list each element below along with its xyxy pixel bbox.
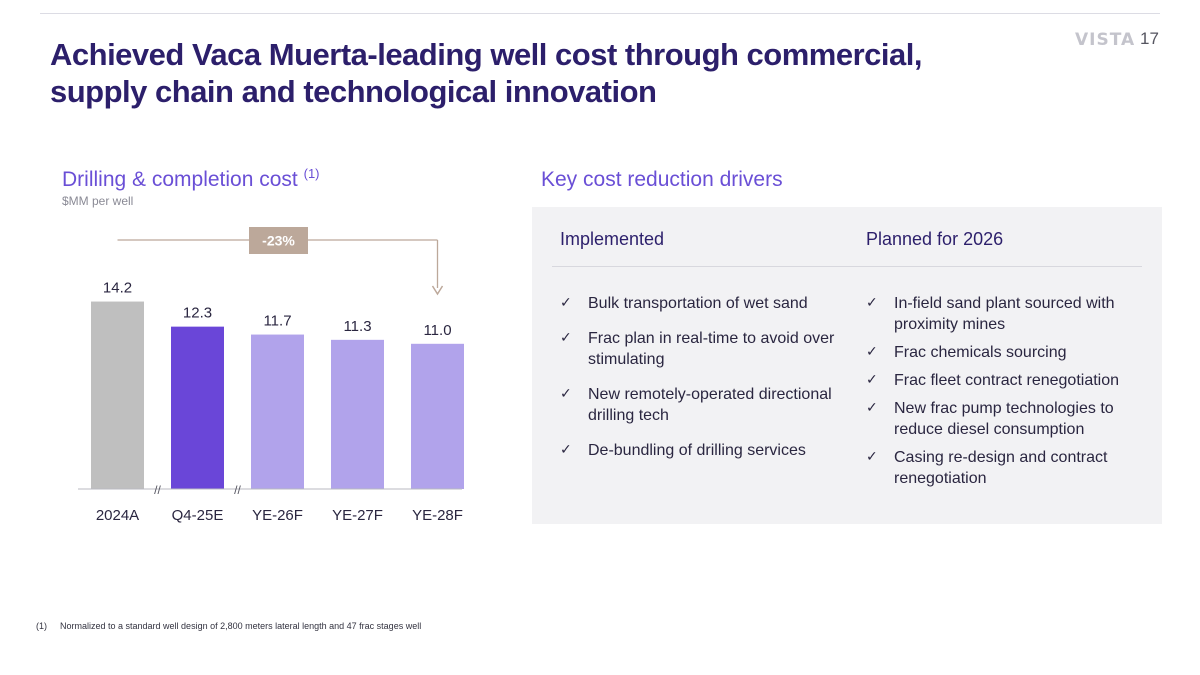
list-item-text: Frac fleet contract renegotiation [894,372,1120,389]
checkmark-icon: ✓ [866,400,878,416]
arrow-down-icon [431,285,444,296]
list-item: ✓ Frac chemicals sourcing [866,342,1146,363]
checkmark-icon: ✓ [560,386,572,402]
axis-break-mark: // [154,483,161,497]
implemented-list: ✓ Bulk transportation of wet sand ✓ Frac p… [560,293,840,461]
list-item-text: Bulk transportation of wet sand [588,295,808,312]
list-item: ✓ Bulk transportation of wet sand [560,293,840,314]
footnote-mark: (1) [36,621,47,631]
bar-ye-28f [411,343,464,489]
list-item-text: New frac pump technologies to reduce die… [894,400,1114,438]
planned-list: ✓ In-field sand plant sourced with proxim… [866,293,1146,489]
category-label: YE-26F [252,507,303,524]
chart-heading-footnote-ref: (1) [303,166,320,181]
list-item-text: New remotely-operated directional drilli… [588,386,832,424]
category-label: 2024A [96,507,139,524]
checkmark-icon: ✓ [560,442,572,458]
list-item: ✓ Frac plan in real-time to avoid over st… [560,328,840,370]
data-label: 11.0 [423,322,451,339]
list-item-text: Frac plan in real-time to avoid over sti… [588,330,835,368]
brand-logo: VISTA [1075,30,1136,50]
panel-divider [552,266,1142,267]
list-item-text: De-bundling of drilling services [588,442,806,459]
annotation-label: -23% [262,233,295,249]
list-item: ✓ New frac pump technologies to reduce di… [866,398,1146,440]
slide-title: Achieved Vaca Muerta-leading well cost t… [50,37,922,109]
list-item-text: Frac chemicals sourcing [894,344,1067,361]
list-item-text: Casing re-design and contract renegotiat… [894,449,1108,487]
list-item: ✓ Casing re-design and contract renegotia… [866,447,1146,489]
bar-ye-26f [251,334,304,489]
chart-heading-text: Drilling & completion cost [62,168,298,191]
list-item: ✓ De-bundling of drilling services [560,440,840,461]
page-number: 17 [1140,29,1159,48]
footnote: (1) Normalized to a standard well design … [36,621,421,631]
category-label: Q4-25E [172,507,224,524]
checkmark-icon: ✓ [866,449,878,465]
drivers-heading: Key cost reduction drivers [541,168,783,191]
bar-ye-27f [331,339,384,489]
checkmark-icon: ✓ [560,295,572,311]
annotation-badge [249,227,308,254]
cost-bar-chart: 14.2 2024A 12.3 Q4-25E 11.7 YE-26F 11.3 YE-27F 1… [78,227,464,524]
checkmark-icon: ✓ [866,372,878,388]
footnote-text: Normalized to a standard well design of … [60,621,422,631]
implemented-heading: Implemented [560,229,665,249]
checkmark-icon: ✓ [560,330,572,346]
data-label: 12.3 [183,305,212,322]
checkmark-icon: ✓ [866,344,878,360]
chart-unit-label: $MM per well [62,194,134,208]
drivers-panel [532,207,1162,524]
list-item: ✓ In-field sand plant sourced with proxim… [866,293,1146,335]
category-label: YE-28F [412,507,463,524]
bar-2024a [91,301,144,489]
top-divider [40,13,1160,14]
bar-q4-25e [171,326,224,489]
category-label: YE-27F [332,507,383,524]
planned-heading: Planned for 2026 [866,229,1004,249]
data-label: 11.7 [263,313,291,330]
data-label: 11.3 [343,318,371,335]
checkmark-icon: ✓ [866,295,878,311]
data-label: 14.2 [103,280,132,297]
chart-heading: Drilling & completion cost (1) [62,166,320,192]
list-item: ✓ Frac fleet contract renegotiation [866,370,1146,391]
list-item-text: In-field sand plant sourced with proximi… [894,295,1115,333]
list-item: ✓ New remotely-operated directional drill… [560,384,840,426]
axis-break-mark: // [234,483,241,497]
